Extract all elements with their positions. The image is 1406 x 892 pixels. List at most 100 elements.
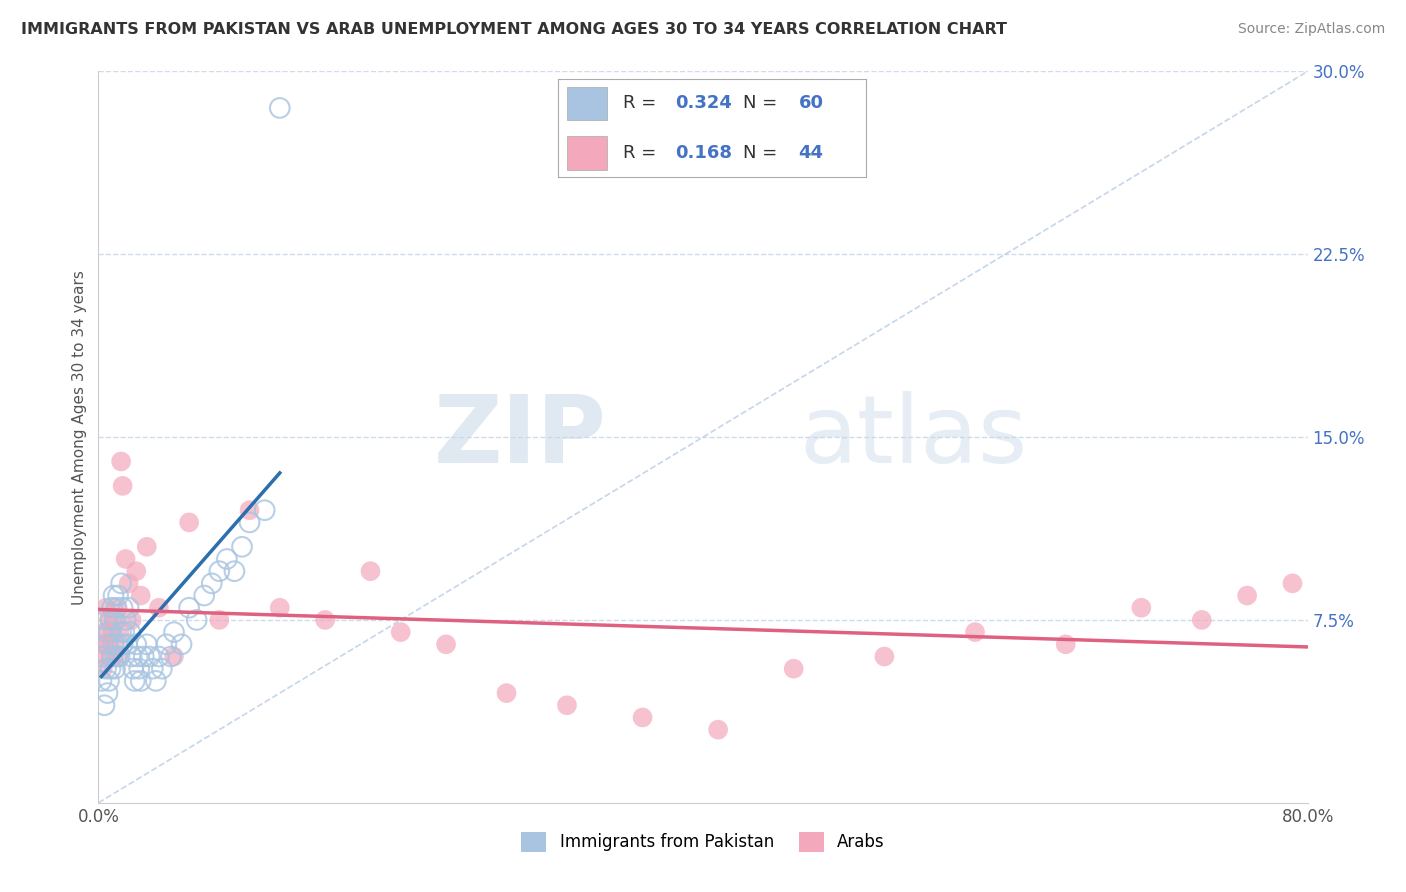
Point [114,552,136,566]
Point [707,723,730,737]
Text: IMMIGRANTS FROM PAKISTAN VS ARAB UNEMPLOYMENT AMONG AGES 30 TO 34 YEARS CORRELAT: IMMIGRANTS FROM PAKISTAN VS ARAB UNEMPLO… [21,22,1007,37]
Point [107,589,129,603]
Point [201,576,224,591]
Point [179,600,201,615]
Point [129,589,152,603]
Point [100,649,122,664]
Point [118,576,141,591]
Point [93,698,115,713]
Point [239,503,262,517]
Point [94,649,117,664]
Point [94,613,117,627]
Point [1191,613,1213,627]
Point [105,649,128,664]
Legend: Immigrants from Pakistan, Arabs: Immigrants from Pakistan, Arabs [513,823,893,860]
Point [314,613,336,627]
Point [148,649,170,664]
Point [100,613,122,627]
Point [90,637,112,651]
Point [94,662,117,676]
Point [111,479,134,493]
Point [170,637,193,651]
Y-axis label: Unemployment Among Ages 30 to 34 years: Unemployment Among Ages 30 to 34 years [72,269,87,605]
Point [239,516,262,530]
Point [142,662,165,676]
Point [360,564,382,578]
Point [139,649,162,664]
Point [193,589,215,603]
Point [104,637,127,651]
Point [96,686,118,700]
Point [103,637,125,651]
Point [150,662,173,676]
Point [91,649,114,664]
Point [103,589,125,603]
Point [631,710,654,724]
Text: atlas: atlas [800,391,1028,483]
Point [101,600,124,615]
Point [208,613,231,627]
Point [111,600,134,615]
Point [783,662,806,676]
Point [103,613,125,627]
Point [101,649,124,664]
Point [98,625,121,640]
Point [108,625,131,640]
Point [112,625,135,640]
Point [160,649,183,664]
Point [135,637,157,651]
Point [555,698,578,713]
Point [110,625,132,640]
Point [110,576,132,591]
Point [104,613,127,627]
Point [148,600,170,615]
Point [495,686,517,700]
Point [389,625,412,640]
Point [105,600,128,615]
Point [1054,637,1077,651]
Point [125,564,148,578]
Point [107,649,129,664]
Point [121,613,143,627]
Point [94,600,117,615]
Point [105,600,128,615]
Point [224,564,246,578]
Point [101,625,124,640]
Point [124,673,146,688]
Point [125,637,148,651]
Point [108,649,131,664]
Point [179,516,201,530]
Point [163,625,186,640]
Point [91,662,114,676]
Point [96,637,118,651]
Point [96,637,118,651]
Point [208,564,231,578]
Point [122,662,145,676]
Point [269,600,291,615]
Point [118,600,141,615]
Point [128,662,150,676]
Point [1236,589,1258,603]
Point [98,613,121,627]
Point [215,552,238,566]
Point [115,637,138,651]
Point [107,637,129,651]
Point [120,625,142,640]
Point [98,673,121,688]
Point [104,662,127,676]
Point [163,649,186,664]
Point [114,613,136,627]
Point [253,503,276,517]
Point [1281,576,1303,591]
Point [1130,600,1153,615]
Text: ZIP: ZIP [433,391,606,483]
Point [121,649,143,664]
Point [100,662,122,676]
Point [129,673,152,688]
Point [110,454,132,468]
Point [269,101,291,115]
Point [127,649,149,664]
Point [155,637,177,651]
Text: Source: ZipAtlas.com: Source: ZipAtlas.com [1237,22,1385,37]
Point [873,649,896,664]
